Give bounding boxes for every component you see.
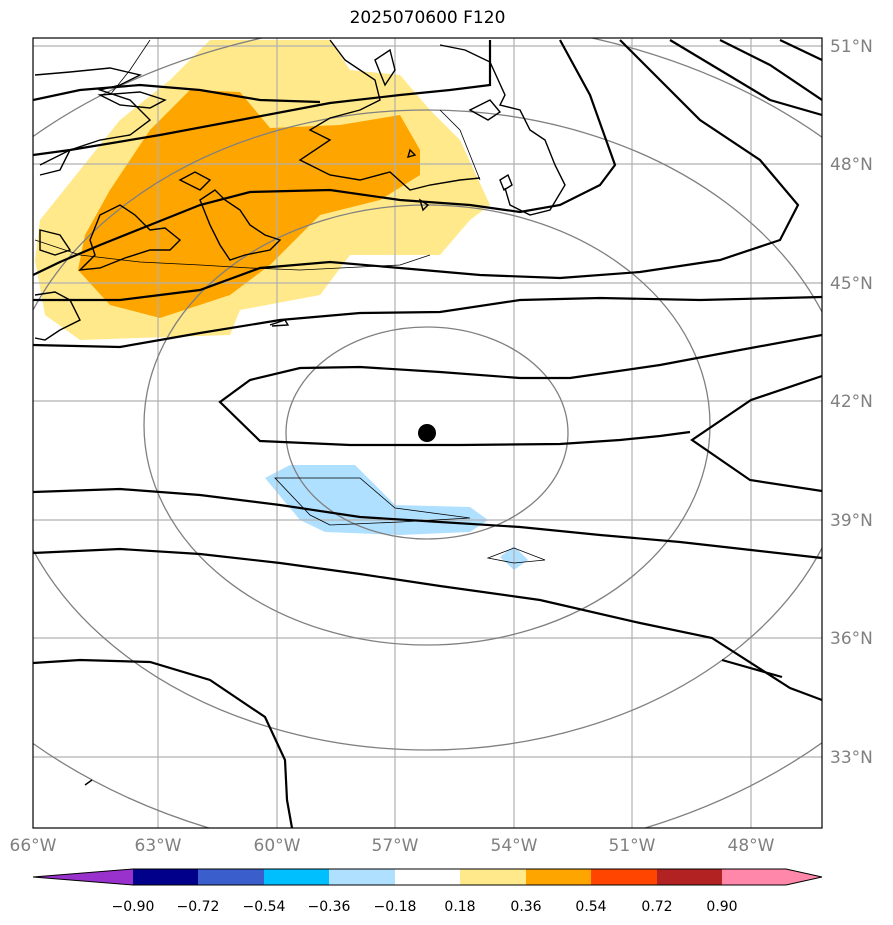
colorbar-tick-label: 0.36	[510, 899, 541, 915]
map-frame	[32, 37, 823, 829]
colorbar-outline	[32, 868, 823, 886]
colorbar-tick-label: 0.54	[575, 899, 606, 915]
coastlines	[34, 39, 566, 786]
colorbar-tick-label: 0.90	[706, 899, 737, 915]
colorbar-bin	[722, 869, 786, 885]
lat-tick-label: 36°N	[830, 629, 873, 649]
colorbar-bin	[526, 869, 591, 885]
colorbar-extend-low	[33, 869, 133, 885]
colorbar-bin	[198, 869, 264, 885]
colorbar-bin	[395, 869, 460, 885]
lon-tick-label: 60°W	[254, 836, 301, 856]
lat-tick-label: 48°N	[830, 155, 873, 175]
colorbar: −0.90 −0.72 −0.54 −0.36 −0.18 0.18 0.36 …	[32, 868, 823, 915]
colorbar-bin	[264, 869, 329, 885]
colorbar-tick-label: −0.90	[112, 899, 155, 915]
lon-axis: 66°W 63°W 60°W 57°W 54°W 51°W 48°W	[10, 836, 775, 856]
lon-tick-label: 63°W	[135, 836, 182, 856]
colorbar-tick-label: −0.72	[177, 899, 220, 915]
height-contours	[33, 39, 822, 828]
graticule	[33, 38, 822, 828]
lon-tick-label: 57°W	[372, 836, 419, 856]
lat-axis: 51°N 48°N 45°N 42°N 39°N 36°N 33°N	[830, 37, 873, 768]
colorbar-tick-label: 0.72	[641, 899, 672, 915]
lat-tick-label: 42°N	[830, 392, 873, 412]
lat-tick-label: 51°N	[830, 37, 873, 57]
lat-tick-label: 33°N	[830, 748, 873, 768]
lat-tick-label: 45°N	[830, 274, 873, 294]
lat-tick-label: 39°N	[830, 511, 873, 531]
colorbar-tick-label: −0.18	[374, 899, 417, 915]
lon-tick-label: 51°W	[609, 836, 656, 856]
positive-anomaly-orange	[78, 90, 420, 318]
colorbar-tick-label: −0.36	[308, 899, 351, 915]
colorbar-bin	[460, 869, 526, 885]
lon-tick-label: 48°W	[728, 836, 775, 856]
lon-tick-label: 54°W	[491, 836, 538, 856]
map-title: 2025070600 F120	[349, 8, 506, 28]
colorbar-tick-label: 0.18	[444, 899, 475, 915]
lon-tick-label: 66°W	[10, 836, 57, 856]
storm-center-marker	[418, 424, 436, 442]
colorbar-tick-label: −0.54	[243, 899, 286, 915]
colorbar-extend-high	[786, 869, 822, 885]
colorbar-bin	[591, 869, 657, 885]
colorbar-bin	[329, 869, 395, 885]
colorbar-bin	[657, 869, 722, 885]
colorbar-bin	[133, 869, 198, 885]
